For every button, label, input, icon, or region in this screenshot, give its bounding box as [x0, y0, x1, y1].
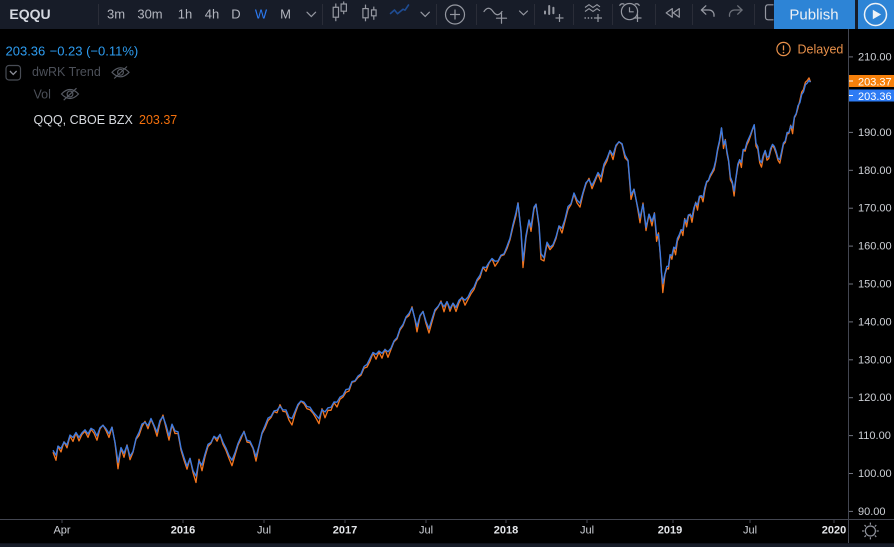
svg-text:2016: 2016 [171, 525, 195, 537]
svg-text:100.00: 100.00 [858, 468, 892, 480]
svg-text:Jul: Jul [580, 525, 594, 537]
svg-text:Jul: Jul [419, 525, 433, 537]
svg-text:210.00: 210.00 [858, 51, 892, 63]
svg-text:203.37: 203.37 [139, 113, 177, 127]
svg-text:203.37: 203.37 [858, 77, 892, 89]
svg-text:90.00: 90.00 [858, 506, 886, 518]
svg-text:Delayed: Delayed [798, 43, 844, 57]
svg-text:140.00: 140.00 [858, 316, 892, 328]
svg-text:203.36 −0.23 (−0.11%): 203.36 −0.23 (−0.11%) [6, 44, 139, 59]
svg-text:110.00: 110.00 [858, 430, 891, 442]
svg-text:130.00: 130.00 [858, 354, 892, 366]
svg-text:QQQ, CBOE BZX: QQQ, CBOE BZX [34, 113, 134, 127]
svg-text:2018: 2018 [494, 525, 518, 537]
svg-text:2017: 2017 [333, 525, 357, 537]
svg-text:Jul: Jul [743, 525, 757, 537]
svg-text:Apr: Apr [53, 525, 70, 537]
svg-text:203.36: 203.36 [858, 91, 892, 103]
svg-text:2020: 2020 [822, 525, 846, 537]
svg-text:160.00: 160.00 [858, 241, 892, 253]
svg-text:150.00: 150.00 [858, 279, 892, 291]
svg-text:180.00: 180.00 [858, 165, 892, 177]
svg-text:Jul: Jul [257, 525, 271, 537]
svg-text:Vol: Vol [34, 87, 51, 101]
svg-text:120.00: 120.00 [858, 392, 892, 404]
svg-text:2019: 2019 [658, 525, 682, 537]
svg-text:190.00: 190.00 [858, 127, 892, 139]
svg-text:dwRK Trend: dwRK Trend [32, 65, 101, 79]
svg-text:170.00: 170.00 [858, 203, 892, 215]
